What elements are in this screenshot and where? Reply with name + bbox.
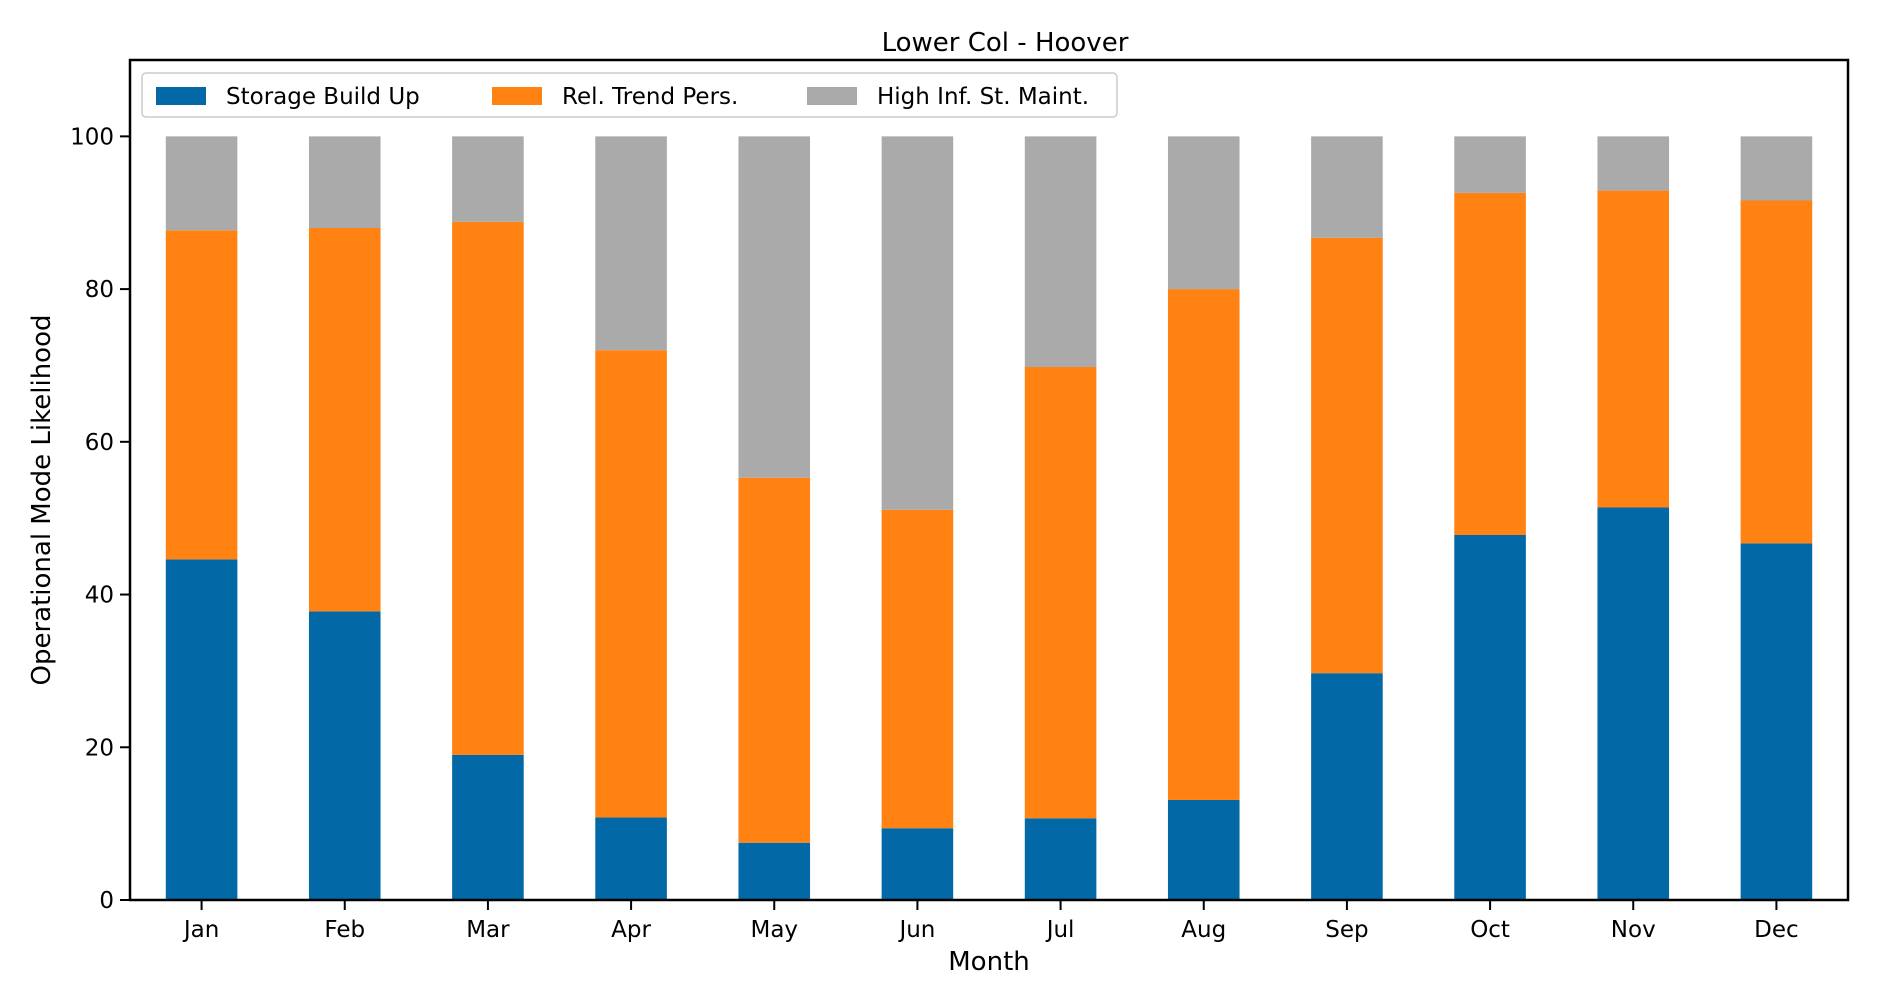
bar-oct-rel-trend-pers [1454, 192, 1526, 535]
y-tick-label: 20 [85, 735, 114, 761]
y-tick-label: 100 [70, 124, 114, 150]
bar-jul-storage-build-up [1024, 818, 1097, 900]
bar-may-high-inf-st-maint [738, 136, 811, 478]
bar-nov-high-inf-st-maint [1597, 136, 1670, 191]
x-tick-label-apr: Apr [611, 917, 651, 943]
bar-feb-rel-trend-pers [308, 228, 381, 612]
bar-dec-high-inf-st-maint [1740, 136, 1813, 201]
bar-nov-rel-trend-pers [1597, 190, 1670, 508]
bar-apr-rel-trend-pers [595, 350, 667, 818]
bar-oct-storage-build-up [1454, 534, 1526, 900]
x-tick-label-sep: Sep [1325, 917, 1368, 943]
bar-mar-rel-trend-pers [452, 221, 524, 755]
x-tick-label-mar: Mar [466, 917, 510, 943]
x-tick-label-jan: Jan [182, 917, 219, 943]
y-tick-label: 40 [85, 583, 114, 609]
legend-box [141, 72, 1118, 118]
bar-apr-storage-build-up [595, 817, 667, 900]
bar-jan-rel-trend-pers [165, 230, 238, 560]
bar-mar-high-inf-st-maint [452, 136, 524, 222]
bars-group [165, 136, 1813, 900]
bar-aug-high-inf-st-maint [1167, 136, 1240, 290]
bar-jul-rel-trend-pers [1024, 366, 1097, 819]
bar-apr-high-inf-st-maint [595, 136, 667, 351]
bar-sep-high-inf-st-maint [1311, 136, 1383, 238]
chart-title: Lower Col - Hoover [882, 28, 1129, 58]
legend: Storage Build Up Rel. Trend Pers. High Inf… [141, 72, 1118, 118]
x-tick-label-nov: Nov [1611, 917, 1656, 943]
bar-may-rel-trend-pers [738, 477, 811, 843]
x-tick-label-aug: Aug [1181, 917, 1226, 943]
bar-feb-storage-build-up [308, 611, 381, 900]
y-tick-label: 80 [85, 277, 114, 303]
plot-frame [128, 58, 1850, 902]
bar-dec-storage-build-up [1740, 543, 1813, 900]
y-tick-label: 0 [99, 888, 114, 914]
bar-jan-high-inf-st-maint [165, 136, 238, 231]
legend-label-storage-build-up: Storage Build Up [226, 84, 420, 110]
legend-label-rel-trend-pers: Rel. Trend Pers. [562, 84, 738, 110]
x-tick-label-feb: Feb [324, 917, 365, 943]
bar-may-storage-build-up [738, 842, 811, 900]
x-tick-label-oct: Oct [1470, 917, 1510, 943]
bar-sep-rel-trend-pers [1311, 237, 1383, 674]
y-axis: 0 20 40 60 80 100 [70, 124, 130, 914]
legend-label-high-inf-st-maint: High Inf. St. Maint. [877, 84, 1089, 110]
bar-jun-rel-trend-pers [881, 509, 954, 829]
x-axis-label: Month [948, 947, 1030, 977]
bar-mar-storage-build-up [452, 754, 524, 900]
bar-aug-storage-build-up [1167, 799, 1240, 900]
bar-nov-storage-build-up [1597, 507, 1670, 900]
x-tick-label-jun: Jun [897, 917, 935, 943]
bar-aug-rel-trend-pers [1167, 289, 1240, 800]
y-tick-label: 60 [85, 430, 114, 456]
legend-swatch-rel-trend-pers [492, 87, 542, 105]
x-axis: Jan Feb Mar Apr May Jun Jul Aug Sep Oct Nov Dec [182, 900, 1799, 943]
legend-swatch-high-inf-st-maint [807, 87, 857, 105]
x-tick-label-may: May [750, 917, 798, 943]
bar-jun-storage-build-up [881, 828, 954, 900]
bar-feb-high-inf-st-maint [308, 136, 381, 228]
x-tick-label-jul: Jul [1045, 917, 1075, 943]
bar-oct-high-inf-st-maint [1454, 136, 1526, 193]
y-axis-label: Operational Mode Likelihood [27, 315, 57, 686]
x-tick-label-dec: Dec [1754, 917, 1799, 943]
bar-jul-high-inf-st-maint [1024, 136, 1097, 367]
legend-swatch-storage-build-up [156, 87, 206, 105]
bar-jan-storage-build-up [165, 559, 238, 900]
bar-dec-rel-trend-pers [1740, 200, 1813, 544]
bar-sep-storage-build-up [1311, 673, 1383, 900]
bar-jun-high-inf-st-maint [881, 136, 954, 510]
